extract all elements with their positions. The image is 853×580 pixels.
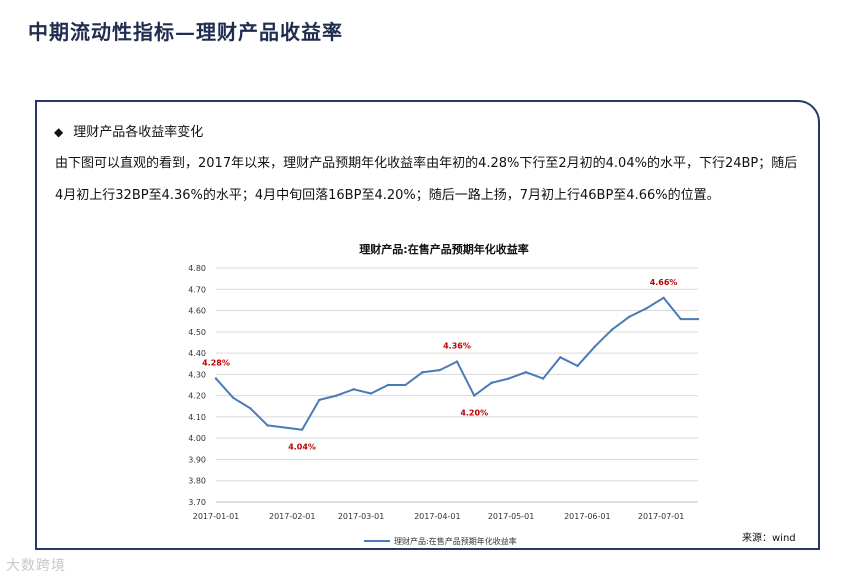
data-point	[369, 392, 373, 395]
data-point	[662, 296, 665, 299]
legend: 理财产品:在售产品预期年化收益率	[364, 536, 517, 546]
data-point	[404, 383, 407, 387]
data-point	[507, 377, 510, 380]
x-tick-label: 2017-05-01	[488, 512, 535, 521]
x-tick-label: 2017-04-01	[414, 512, 461, 521]
data-annotations: 4.28% 4.04% 4.36% 4.20% 4.66%	[202, 278, 677, 452]
axis-labels: 4.80 4.70 4.60 4.50 4.40 4.30 4.20 4.10 4.00 3.90…	[188, 264, 698, 521]
page-title: 中期流动性指标—理财产品收益率	[28, 20, 343, 44]
data-point	[249, 407, 252, 410]
x-tick-label: 2017-01-01	[193, 512, 240, 521]
grid-lines	[216, 267, 698, 503]
data-point	[696, 317, 700, 321]
y-tick-label: 4.70	[188, 285, 206, 294]
y-tick-label: 3.80	[188, 477, 206, 486]
data-point	[490, 381, 493, 385]
series-line	[215, 296, 698, 431]
y-tick-label: 4.80	[188, 264, 206, 273]
data-point	[627, 315, 631, 319]
data-point	[679, 317, 682, 321]
y-tick-label: 4.00	[188, 434, 206, 443]
data-label: 4.04%	[288, 443, 316, 452]
x-tick-label: 2017-03-01	[338, 512, 385, 521]
data-point	[645, 307, 648, 310]
y-tick-label: 4.30	[188, 370, 206, 379]
data-point	[300, 428, 304, 431]
section-heading: ◆ 理财产品各收益率变化	[54, 121, 203, 140]
data-point	[386, 383, 390, 387]
data-point	[593, 345, 596, 348]
data-point	[576, 364, 579, 368]
y-tick-label: 4.60	[188, 307, 206, 316]
data-point	[524, 371, 528, 374]
y-tick-label: 4.20	[188, 392, 206, 401]
data-label: 4.28%	[202, 359, 230, 368]
data-point	[214, 377, 218, 380]
data-point	[318, 398, 321, 402]
data-point	[421, 371, 424, 374]
panel-corner-accent	[35, 100, 63, 128]
legend-label: 理财产品:在售产品预期年化收益率	[394, 536, 517, 546]
data-point	[438, 368, 441, 372]
section-heading-text: 理财产品各收益率变化	[73, 125, 204, 140]
data-point	[541, 377, 545, 380]
data-point	[473, 394, 476, 397]
data-label: 4.66%	[650, 278, 678, 287]
data-point	[559, 356, 562, 359]
x-tick-label: 2017-06-01	[564, 512, 611, 521]
data-point	[352, 388, 355, 391]
watermark: 大数跨境	[6, 558, 66, 574]
y-tick-label: 4.10	[188, 413, 206, 422]
y-tick-label: 3.70	[188, 498, 206, 507]
x-tick-label: 2017-07-01	[638, 512, 685, 521]
source-note: 来源：wind	[742, 533, 796, 544]
chart-title: 理财产品:在售产品预期年化收益率	[359, 242, 528, 256]
data-label: 4.36%	[443, 342, 471, 351]
data-point	[610, 328, 614, 331]
series-layer	[214, 296, 700, 431]
y-tick-label: 3.90	[188, 455, 206, 464]
y-tick-label: 4.40	[188, 349, 206, 358]
content-panel	[35, 100, 820, 550]
data-point	[455, 360, 459, 363]
summary-paragraph: 由下图可以直观的看到，2017年以来，理财产品预期年化收益率由年初的4.28%下…	[55, 156, 798, 203]
data-label: 4.20%	[460, 409, 488, 418]
data-point	[335, 394, 338, 397]
y-tick-label: 4.50	[188, 328, 206, 337]
diamond-bullet-icon: ◆	[54, 125, 64, 139]
data-point	[232, 396, 235, 399]
x-tick-label: 2017-02-01	[269, 512, 316, 521]
data-point	[266, 424, 269, 427]
